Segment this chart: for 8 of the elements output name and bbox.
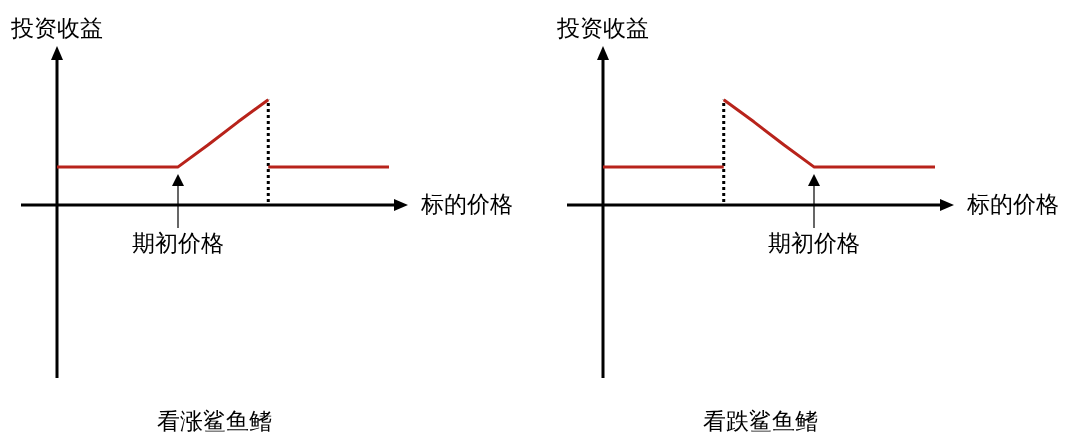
annotation: 期初价格: [131, 229, 224, 256]
x-axis-title: 标的价格: [966, 190, 1059, 217]
annotation: 期初价格: [768, 229, 861, 256]
y-axis-title: 投资收益: [10, 14, 103, 41]
text: 看涨鲨鱼鳍: [157, 407, 272, 434]
text: 看跌鲨鱼鳍: [703, 407, 818, 434]
x-axis-title: 标的价格: [420, 190, 513, 217]
y-axis-title: 投资收益: [556, 14, 649, 41]
